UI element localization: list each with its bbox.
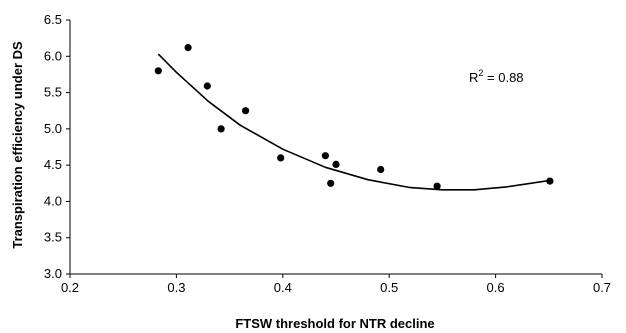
x-tick-label: 0.2: [61, 280, 79, 295]
y-tick-label: 5.0: [44, 121, 62, 136]
axis-ticks: 3.0 3.5 4.0 4.5 5.0 5.5 6.0 6.5 0.2 0.3 0.4 0.5 0.6 0…: [44, 12, 611, 295]
data-point: [217, 125, 225, 133]
r-squared-value: = 0.88: [483, 70, 523, 85]
y-axis-title: Transpiration efficiency under DS: [10, 41, 25, 249]
x-axis-title: FTSW threshold for NTR decline: [235, 316, 434, 331]
y-tick-label: 5.5: [44, 85, 62, 100]
data-point: [433, 182, 441, 190]
data-point: [242, 107, 250, 115]
data-point: [184, 44, 192, 52]
x-tick-label: 0.3: [167, 280, 185, 295]
data-point: [546, 177, 554, 185]
data-points: [154, 44, 554, 190]
y-tick-label: 3.5: [44, 230, 62, 245]
y-tick-label: 3.0: [44, 266, 62, 281]
data-point: [377, 165, 385, 174]
r-squared-prefix: R: [469, 70, 478, 85]
x-tick-label: 0.7: [593, 280, 611, 295]
r-squared-annotation: R2 = 0.88: [469, 68, 524, 85]
data-point: [327, 179, 335, 187]
data-point: [203, 82, 211, 90]
data-point: [321, 152, 329, 160]
axes: [69, 20, 602, 275]
data-point: [277, 154, 285, 162]
r-squared-sup: 2: [478, 68, 483, 78]
x-tick-label: 0.4: [274, 280, 292, 295]
trendline: [157, 53, 551, 191]
trendline-group: [157, 53, 551, 191]
x-tick-label: 0.5: [380, 280, 398, 295]
y-tick-label: 4.5: [44, 157, 62, 172]
y-tick-label: 6.5: [44, 12, 62, 27]
data-point: [332, 160, 340, 168]
data-point: [154, 67, 162, 75]
y-tick-label: 4.0: [44, 193, 62, 208]
y-tick-label: 6.0: [44, 48, 62, 63]
x-tick-label: 0.6: [487, 280, 505, 295]
